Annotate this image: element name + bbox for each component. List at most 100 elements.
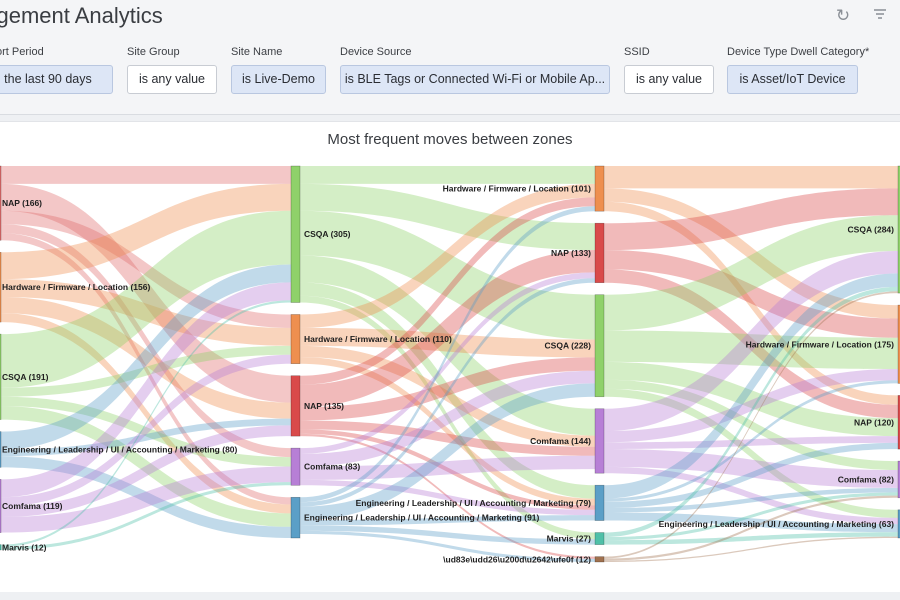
- sankey-node[interactable]: [0, 479, 2, 533]
- sankey-node[interactable]: [0, 431, 2, 468]
- sankey-link[interactable]: [1, 297, 291, 419]
- sankey-link[interactable]: [604, 369, 898, 443]
- sankey-node[interactable]: [594, 408, 605, 474]
- sankey-node[interactable]: [290, 314, 301, 365]
- sankey-link[interactable]: [300, 429, 595, 510]
- sankey-link[interactable]: [300, 370, 595, 467]
- filter-chip-device-source[interactable]: is BLE Tags or Connected Wi-Fi or Mobile…: [340, 65, 610, 94]
- sankey-node[interactable]: [594, 222, 605, 284]
- sankey-link[interactable]: [604, 495, 898, 561]
- sankey-link[interactable]: [604, 188, 898, 251]
- sankey-link[interactable]: [1, 456, 291, 538]
- sankey-link[interactable]: [1, 300, 291, 547]
- sankey-node[interactable]: [0, 165, 2, 241]
- sankey-link[interactable]: [604, 492, 898, 541]
- sankey-link[interactable]: [1, 210, 291, 328]
- sankey-node[interactable]: [0, 333, 2, 420]
- sankey-link[interactable]: [604, 512, 898, 533]
- sankey-link[interactable]: [300, 357, 595, 421]
- sankey-link[interactable]: [300, 272, 595, 454]
- sankey-link[interactable]: [1, 166, 291, 184]
- sankey-node[interactable]: [594, 165, 605, 212]
- sankey-link[interactable]: [300, 183, 595, 251]
- sankey-link[interactable]: [300, 345, 595, 447]
- refresh-icon[interactable]: ↻: [835, 6, 851, 25]
- sankey-link[interactable]: [604, 361, 898, 437]
- sankey-link[interactable]: [604, 536, 898, 562]
- sankey-link[interactable]: [604, 532, 898, 545]
- sankey-link[interactable]: [604, 286, 898, 538]
- sankey-link[interactable]: [604, 269, 898, 419]
- sankey-link[interactable]: [1, 406, 291, 527]
- sankey-node[interactable]: [290, 447, 301, 486]
- filter-chip-device-type[interactable]: is Asset/IoT Device: [727, 65, 858, 94]
- sankey-link[interactable]: [300, 210, 595, 340]
- sankey-link[interactable]: [1, 482, 291, 550]
- sankey-node[interactable]: [290, 375, 301, 437]
- sankey-link[interactable]: [300, 515, 595, 526]
- sankey-link[interactable]: [604, 442, 898, 509]
- sankey-link[interactable]: [300, 197, 595, 385]
- sankey-node[interactable]: [594, 294, 605, 398]
- sankey-link[interactable]: [300, 383, 595, 521]
- sankey-link[interactable]: [300, 327, 595, 358]
- sankey-link[interactable]: [300, 433, 595, 559]
- sankey-link[interactable]: [1, 425, 291, 517]
- sankey-link[interactable]: [300, 295, 595, 540]
- sankey-link[interactable]: [604, 251, 898, 432]
- filter-chip-site-name[interactable]: is Live-Demo: [231, 65, 326, 94]
- sankey-link[interactable]: [300, 166, 595, 184]
- filter-icon[interactable]: [870, 6, 890, 26]
- sankey-link[interactable]: [1, 210, 291, 388]
- sankey-link[interactable]: [300, 255, 595, 436]
- sankey-link[interactable]: [300, 183, 595, 328]
- sankey-link[interactable]: [604, 291, 898, 559]
- sankey-link[interactable]: [300, 525, 595, 545]
- sankey-link[interactable]: [300, 455, 595, 480]
- sankey-link[interactable]: [300, 206, 595, 503]
- sankey-node[interactable]: [897, 165, 900, 294]
- sankey-link[interactable]: [604, 388, 898, 518]
- sankey-link[interactable]: [604, 487, 898, 513]
- sankey-node[interactable]: [290, 165, 301, 303]
- sankey-link[interactable]: [1, 396, 291, 467]
- filter-chip-site-group[interactable]: is any value: [127, 65, 217, 94]
- sankey-node[interactable]: [290, 496, 301, 539]
- sankey-link[interactable]: [1, 418, 291, 457]
- sankey-link[interactable]: [1, 183, 291, 403]
- sankey-node[interactable]: [594, 556, 605, 563]
- sankey-link[interactable]: [604, 436, 898, 450]
- sankey-node[interactable]: [594, 532, 605, 545]
- sankey-link[interactable]: [1, 183, 291, 280]
- sankey-link[interactable]: [1, 233, 291, 505]
- sankey-link[interactable]: [300, 479, 595, 516]
- sankey-link[interactable]: [604, 215, 898, 331]
- sankey-link[interactable]: [604, 379, 898, 471]
- filter-chip-ssid[interactable]: is any value: [624, 65, 714, 94]
- sankey-link[interactable]: [1, 224, 291, 458]
- sankey-node[interactable]: [0, 544, 2, 551]
- sankey-node[interactable]: [0, 251, 2, 323]
- sankey-link[interactable]: [300, 357, 595, 506]
- sankey-link[interactable]: [604, 250, 898, 338]
- sankey-node[interactable]: [897, 395, 900, 450]
- sankey-node[interactable]: [897, 509, 900, 539]
- sankey-node[interactable]: [897, 304, 900, 384]
- sankey-link[interactable]: [1, 282, 291, 498]
- filter-chip-report-period[interactable]: s in the last 90 days: [0, 65, 113, 94]
- sankey-link[interactable]: [604, 330, 898, 370]
- sankey-link[interactable]: [300, 420, 595, 456]
- sankey-link[interactable]: [300, 282, 595, 499]
- sankey-link[interactable]: [1, 264, 291, 450]
- sankey-link[interactable]: [604, 201, 898, 405]
- sankey-node[interactable]: [897, 460, 900, 499]
- sankey-link[interactable]: [1, 466, 291, 533]
- sankey-link[interactable]: [300, 250, 595, 408]
- sankey-link[interactable]: [1, 354, 291, 507]
- sankey-link[interactable]: [604, 273, 898, 499]
- sankey-link[interactable]: [604, 449, 898, 488]
- sankey-link[interactable]: [1, 279, 291, 346]
- sankey-link[interactable]: [1, 313, 291, 514]
- sankey-node[interactable]: [594, 484, 605, 521]
- sankey-link[interactable]: [604, 188, 898, 319]
